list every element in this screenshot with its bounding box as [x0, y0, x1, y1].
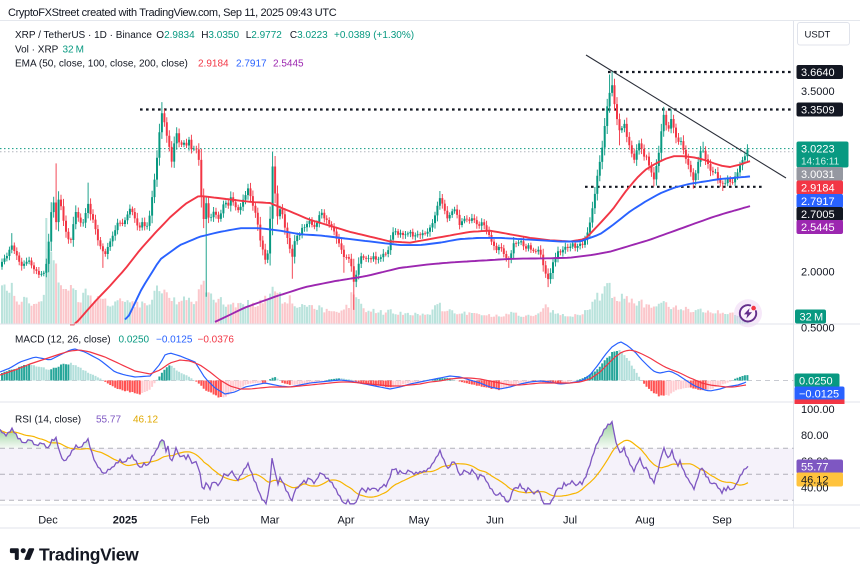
svg-text:EMA (50, close, 100, close, 20: EMA (50, close, 100, close, 200, close) 2… [15, 59, 304, 70]
svg-text:32 M: 32 M [800, 311, 824, 323]
svg-text:Jun: Jun [486, 515, 504, 527]
svg-text:Sep: Sep [712, 515, 732, 527]
svg-text:3.0223: 3.0223 [801, 144, 835, 156]
svg-text:3.6640: 3.6640 [801, 67, 835, 79]
svg-text:May: May [409, 515, 430, 527]
svg-text:0.0250: 0.0250 [799, 375, 833, 387]
svg-text:3.5000: 3.5000 [801, 86, 835, 98]
svg-text:Feb: Feb [191, 515, 210, 527]
svg-text:Mar: Mar [261, 515, 280, 527]
svg-text:2.7917: 2.7917 [801, 196, 835, 208]
svg-text:2.0000: 2.0000 [801, 266, 835, 278]
svg-text:MACD (12, 26, close)0.0250−0.0: MACD (12, 26, close) 0.0250 −0.0125 −0.0376 [15, 335, 234, 346]
svg-text:2.7005: 2.7005 [801, 209, 835, 221]
svg-text:USDT: USDT [805, 30, 831, 41]
svg-text:CryptoFXStreet created with Tr: CryptoFXStreet created with TradingView.… [8, 7, 337, 19]
svg-text:Dec: Dec [38, 515, 58, 527]
svg-text:Aug: Aug [635, 515, 655, 527]
svg-text:2.5445: 2.5445 [801, 222, 835, 234]
svg-text:14:16:11: 14:16:11 [801, 157, 840, 168]
svg-text:−0.0125: −0.0125 [799, 388, 839, 400]
svg-text:100.00: 100.00 [801, 404, 835, 416]
svg-text:2.9184: 2.9184 [801, 182, 835, 194]
svg-text:0.5000: 0.5000 [801, 322, 835, 334]
svg-text:TradingView: TradingView [39, 545, 139, 565]
svg-text:80.00: 80.00 [801, 430, 829, 442]
svg-text:3.3509: 3.3509 [801, 104, 835, 116]
svg-text:Apr: Apr [337, 515, 354, 527]
svg-text:3.0031: 3.0031 [801, 169, 835, 181]
svg-text:46.12: 46.12 [801, 474, 829, 486]
svg-text:2025: 2025 [113, 515, 137, 527]
svg-text:55.77: 55.77 [801, 461, 829, 473]
svg-text:Jul: Jul [563, 515, 577, 527]
svg-text:40.00: 40.00 [801, 482, 829, 494]
